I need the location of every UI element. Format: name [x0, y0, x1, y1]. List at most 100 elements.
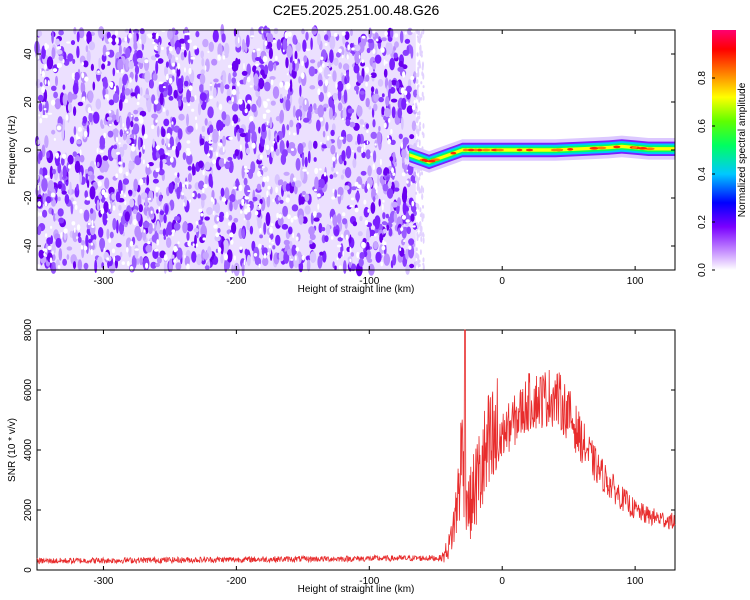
noise-blob: [133, 109, 139, 115]
noise-speckle: [215, 232, 220, 238]
noise-speckle: [83, 130, 88, 138]
noise-speckle: [356, 184, 362, 189]
noise-speckle: [124, 37, 128, 42]
noise-blob: [391, 201, 398, 208]
noise-blob: [171, 254, 175, 259]
noise-blob: [307, 150, 311, 164]
noise-speckle: [194, 116, 198, 120]
noise-blob: [355, 141, 358, 145]
noise-speckle: [266, 190, 269, 198]
spectrogram-y-tick-label: -40: [23, 238, 34, 253]
noise-blob: [53, 91, 58, 99]
noise-blob: [243, 76, 247, 85]
noise-speckle: [251, 142, 256, 149]
noise-speckle: [50, 99, 56, 106]
noise-speckle: [391, 167, 394, 174]
noise-blob: [90, 173, 95, 181]
noise-blob: [135, 72, 138, 83]
signal-hotspot: [476, 148, 483, 152]
noise-blob: [349, 121, 356, 128]
noise-blob: [308, 66, 316, 77]
spectrogram-y-tick-label: 40: [23, 48, 34, 60]
noise-blob: [129, 133, 135, 139]
noise-blob: [267, 60, 274, 72]
noise-blob: [234, 149, 239, 157]
noise-speckle: [231, 120, 234, 127]
noise-speckle: [47, 80, 50, 86]
noise-speckle: [216, 216, 220, 222]
noise-blob: [201, 125, 206, 133]
noise-blob: [352, 221, 358, 227]
noise-blob: [317, 61, 321, 68]
noise-speckle: [188, 85, 193, 92]
noise-blob: [295, 180, 302, 188]
noise-blob: [133, 178, 139, 192]
noise-edge: [422, 61, 424, 69]
noise-speckle: [263, 253, 267, 259]
noise-speckle: [118, 167, 123, 174]
noise-blob: [226, 88, 231, 98]
noise-blob: [401, 156, 405, 164]
noise-blob: [158, 229, 165, 235]
noise-blob: [51, 129, 56, 135]
noise-speckle: [295, 236, 299, 241]
noise-speckle: [272, 198, 275, 203]
noise-blob: [46, 151, 50, 159]
noise-speckle: [74, 204, 78, 211]
noise-edge: [417, 30, 420, 36]
noise-blob: [272, 245, 276, 250]
noise-blob: [67, 102, 73, 113]
noise-blob: [46, 237, 53, 245]
noise-blob: [383, 107, 391, 118]
noise-speckle: [410, 75, 415, 81]
noise-speckle: [122, 123, 125, 127]
noise-speckle: [244, 165, 247, 169]
noise-edge: [419, 46, 422, 53]
noise-speckle: [91, 219, 94, 227]
noise-speckle: [115, 173, 119, 178]
noise-blob: [94, 259, 98, 273]
noise-speckle: [76, 236, 78, 240]
noise-blob: [102, 211, 108, 226]
noise-blob: [199, 73, 206, 85]
noise-edge: [416, 111, 419, 116]
noise-blob: [47, 180, 55, 192]
noise-speckle: [213, 224, 218, 229]
noise-blob: [334, 151, 338, 165]
noise-blob: [365, 123, 369, 129]
noise-speckle: [158, 206, 161, 213]
noise-blob: [200, 50, 204, 59]
noise-blob: [107, 130, 114, 138]
noise-speckle: [79, 149, 82, 156]
noise-speckle: [63, 228, 68, 234]
noise-speckle: [381, 245, 386, 251]
noise-blob: [310, 212, 314, 225]
noise-blob: [332, 214, 338, 227]
noise-blob: [144, 70, 151, 83]
noise-speckle: [320, 141, 323, 145]
noise-edge: [417, 234, 420, 238]
noise-speckle: [56, 125, 62, 131]
noise-blob: [341, 150, 346, 162]
noise-speckle: [341, 54, 344, 59]
noise-blob: [278, 179, 284, 186]
noise-blob: [401, 190, 408, 204]
noise-speckle: [239, 246, 243, 250]
noise-blob: [368, 105, 372, 110]
noise-speckle: [210, 147, 214, 151]
noise-edge: [415, 73, 418, 78]
noise-blob: [309, 251, 317, 263]
noise-edge: [421, 195, 424, 199]
noise-blob: [231, 103, 239, 112]
noise-edge: [422, 187, 425, 194]
noise-blob: [316, 119, 321, 132]
noise-blob: [318, 92, 324, 102]
signal-hotspot: [589, 147, 599, 150]
noise-speckle: [106, 257, 109, 261]
noise-blob: [405, 85, 412, 93]
noise-blob: [368, 229, 376, 236]
noise-blob: [401, 97, 407, 110]
noise-blob: [184, 80, 189, 87]
noise-speckle: [81, 96, 85, 102]
noise-speckle: [268, 237, 271, 243]
